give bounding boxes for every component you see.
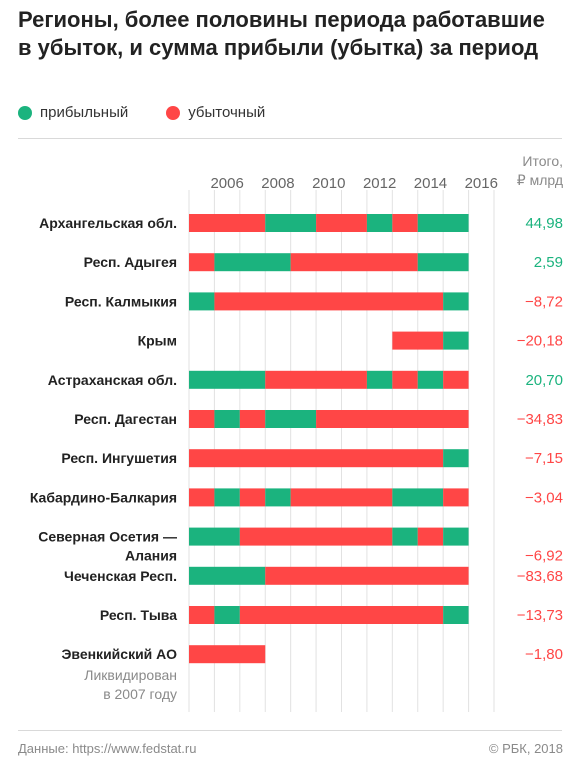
region-note-line1: Ликвидирован: [84, 667, 177, 683]
x-tick-2010: 2010: [312, 175, 345, 192]
bar-segment-9-1: [265, 566, 469, 585]
region-total: −13,73: [517, 607, 563, 624]
region-total: −34,83: [517, 411, 563, 428]
legend-loss-swatch: [166, 105, 181, 120]
bar-segment-2-2: [443, 292, 469, 311]
legend-profit: прибыльный: [18, 104, 128, 121]
legend-profit-label: прибыльный: [40, 104, 129, 121]
legend-loss: убыточный: [166, 104, 265, 121]
region-label-line2: Алания: [125, 548, 177, 564]
bar-segment-5-2: [239, 410, 266, 428]
region-total: −8,72: [525, 293, 563, 310]
region-total: −7,15: [525, 450, 563, 467]
bar-segment-3-0: [392, 331, 444, 350]
bar-segment-8-3: [417, 527, 444, 546]
bar-segment-6-1: [443, 449, 469, 468]
bar-segment-7-2: [239, 488, 266, 507]
bar-segment-7-4: [290, 488, 393, 507]
bar-segment-4-4: [417, 370, 444, 389]
bar-segment-4-5: [443, 370, 469, 389]
region-total: 2,59: [534, 254, 563, 271]
chart-title: Регионы, более половины периода работавш…: [18, 7, 545, 60]
bar-segment-11-0: [189, 645, 266, 664]
bar-segment-10-2: [239, 606, 444, 624]
bottom-divider: [18, 730, 562, 731]
region-total: −20,18: [517, 333, 563, 350]
bar-segment-7-6: [443, 488, 469, 507]
region-total: −3,04: [525, 489, 563, 506]
bar-segment-4-2: [366, 370, 393, 389]
region-total: 20,70: [525, 372, 563, 389]
region-label: Респ. Дагестан: [74, 411, 177, 427]
top-divider: [18, 138, 562, 139]
bar-segment-1-2: [290, 253, 418, 272]
bar-segment-2-1: [214, 292, 444, 311]
bar-segment-4-0: [189, 370, 266, 389]
region-label: Респ. Калмыкия: [65, 293, 177, 309]
timeline-chart: 2006 2008 2010 2012 2014 2016 Архангельская об…: [30, 175, 563, 712]
bar-segment-10-3: [443, 606, 469, 624]
bar-segment-7-0: [189, 488, 215, 507]
x-tick-2008: 2008: [261, 175, 294, 192]
legend: прибыльный убыточный: [18, 104, 303, 121]
bar-segment-5-4: [316, 410, 469, 428]
bar-segment-1-3: [417, 253, 469, 272]
bar-segment-7-5: [392, 488, 444, 507]
region-label: Архангельская обл.: [39, 215, 177, 231]
region-total: 44,98: [525, 215, 563, 232]
region-label: Респ. Адыгея: [84, 254, 177, 270]
bar-segment-1-0: [189, 253, 215, 272]
bar-segment-10-0: [189, 606, 215, 624]
bar-segment-3-1: [443, 331, 469, 350]
bar-segment-0-0: [189, 214, 266, 232]
totals-header: Итого, ₽ млрд: [517, 152, 563, 190]
legend-loss-label: убыточный: [188, 104, 266, 121]
bar-segment-9-0: [189, 566, 266, 585]
region-note-line2: в 2007 году: [103, 686, 177, 702]
copyright: © РБК, 2018: [488, 741, 563, 756]
x-tick-2012: 2012: [363, 175, 396, 192]
bar-segment-0-2: [316, 214, 367, 232]
region-total: −6,92: [525, 548, 563, 565]
legend-profit-swatch: [18, 105, 32, 120]
bar-segment-0-1: [265, 214, 317, 232]
bar-segment-5-3: [265, 410, 317, 428]
bar-segment-8-2: [392, 527, 418, 546]
bar-segment-5-0: [189, 410, 215, 428]
source-note: Данные: https://www.fedstat.ru: [18, 741, 197, 756]
bar-segment-0-4: [392, 214, 418, 232]
bar-segment-1-1: [214, 253, 291, 272]
region-label: Астраханская обл.: [48, 372, 177, 388]
bar-segment-7-1: [214, 488, 240, 507]
region-label: Кабардино-Балкария: [30, 489, 177, 505]
region-total: −1,80: [525, 646, 563, 663]
bar-segment-7-3: [265, 488, 291, 507]
bar-segment-8-0: [189, 527, 240, 546]
region-label-line1: Северная Осетия —: [38, 529, 177, 545]
bar-segment-10-1: [214, 606, 240, 624]
bar-segment-6-0: [189, 449, 444, 468]
region-label: Респ. Ингушетия: [61, 450, 177, 466]
bar-segment-0-5: [417, 214, 469, 232]
region-label: Эвенкийский АО: [61, 646, 177, 662]
bar-segment-4-1: [265, 370, 367, 389]
bar-segment-8-4: [443, 527, 469, 546]
bar-segment-2-0: [189, 292, 215, 311]
bar-segment-4-3: [392, 370, 418, 389]
bar-segment-5-1: [214, 410, 240, 428]
region-label: Чеченская Респ.: [64, 568, 177, 584]
region-label: Крым: [138, 333, 177, 349]
totals-header-line1: Итого,: [522, 153, 563, 169]
bar-segment-0-3: [366, 214, 393, 232]
x-tick-2014: 2014: [414, 175, 447, 192]
x-tick-2006: 2006: [210, 175, 243, 192]
bar-segment-8-1: [239, 527, 393, 546]
region-label: Респ. Тыва: [100, 607, 177, 623]
region-total: −83,68: [517, 568, 563, 585]
totals-header-line2: ₽ млрд: [516, 172, 563, 188]
x-tick-2016: 2016: [465, 175, 498, 192]
